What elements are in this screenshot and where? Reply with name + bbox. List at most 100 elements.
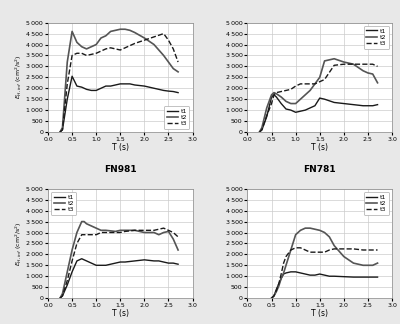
t3: [123, 229, 128, 233]
t3: [118, 48, 123, 52]
t3: [293, 84, 298, 88]
t2: [84, 222, 89, 226]
t2: [58, 130, 62, 134]
t2: [322, 59, 327, 63]
t3: [89, 52, 94, 56]
t2: [58, 296, 62, 300]
t1: [269, 296, 274, 300]
t1: [60, 294, 65, 298]
t2: [176, 70, 180, 74]
t3: [322, 250, 327, 254]
t3: [327, 248, 332, 252]
t2: [375, 81, 380, 85]
t2: [293, 233, 298, 237]
t3: [104, 231, 108, 235]
t2: [327, 235, 332, 239]
t2: [260, 126, 264, 130]
t1: [123, 260, 128, 264]
X-axis label: T (s): T (s): [311, 309, 328, 318]
t1: [327, 274, 332, 278]
t2: [274, 92, 279, 96]
t1: [104, 263, 108, 267]
t3: [303, 248, 308, 252]
t3: [293, 246, 298, 250]
t1: [82, 258, 86, 262]
t1: [375, 103, 380, 107]
t3: [70, 259, 74, 263]
t1: [361, 104, 366, 108]
t3: [288, 248, 293, 252]
t3: [142, 38, 147, 42]
t3: [58, 296, 62, 300]
t1: [176, 262, 180, 266]
t3: [317, 80, 322, 84]
t3: [58, 130, 62, 134]
t2: [298, 97, 303, 101]
t2: [118, 228, 123, 232]
t3: [279, 90, 284, 94]
t1: [288, 270, 293, 274]
t3: [123, 46, 128, 50]
t2: [288, 248, 293, 252]
t2: [123, 27, 128, 31]
t2: [142, 36, 147, 40]
t1: [132, 259, 137, 263]
t3: [98, 231, 103, 235]
Line: t2: t2: [60, 222, 178, 298]
t1: [322, 273, 327, 277]
Text: FN781: FN781: [304, 165, 336, 174]
t3: [361, 248, 366, 252]
t2: [370, 263, 375, 267]
t1: [284, 271, 288, 275]
t3: [60, 128, 65, 132]
t1: [84, 87, 89, 91]
Legend: t1, t2, t3: t1, t2, t3: [364, 26, 389, 49]
t2: [303, 93, 308, 97]
X-axis label: T (s): T (s): [311, 143, 328, 152]
t3: [65, 82, 70, 86]
t1: [351, 103, 356, 107]
t3: [276, 282, 281, 286]
t2: [366, 71, 370, 75]
t3: [312, 250, 317, 254]
t3: [361, 62, 366, 66]
t2: [288, 102, 293, 106]
Line: t1: t1: [60, 259, 178, 298]
t2: [342, 60, 346, 64]
t3: [171, 47, 176, 51]
t3: [298, 82, 303, 86]
t3: [176, 235, 180, 239]
t3: [166, 228, 171, 232]
t2: [272, 91, 276, 95]
t2: [303, 226, 308, 230]
t2: [108, 29, 113, 33]
t2: [98, 228, 103, 232]
t1: [312, 273, 317, 277]
t1: [161, 260, 166, 264]
t2: [279, 95, 284, 99]
t3: [176, 60, 180, 64]
t1: [176, 91, 180, 95]
t3: [298, 246, 303, 250]
t2: [65, 270, 70, 274]
t2: [257, 130, 262, 134]
Y-axis label: $E_{H,inf}$ (cm$^2$/s$^2$): $E_{H,inf}$ (cm$^2$/s$^2$): [14, 55, 24, 99]
Line: t3: t3: [60, 228, 178, 298]
t3: [288, 87, 293, 91]
t1: [293, 270, 298, 274]
Line: t3: t3: [272, 248, 378, 298]
t2: [293, 102, 298, 106]
t1: [94, 263, 98, 267]
t1: [98, 86, 103, 90]
t3: [370, 248, 375, 252]
t1: [123, 82, 128, 86]
t1: [298, 271, 303, 275]
t2: [375, 261, 380, 265]
t1: [60, 128, 65, 132]
t2: [142, 231, 147, 235]
t2: [308, 226, 312, 230]
t1: [152, 259, 156, 263]
Text: FN981: FN981: [104, 165, 136, 174]
t2: [332, 244, 336, 248]
Legend: t1, t2, t3: t1, t2, t3: [164, 106, 190, 129]
